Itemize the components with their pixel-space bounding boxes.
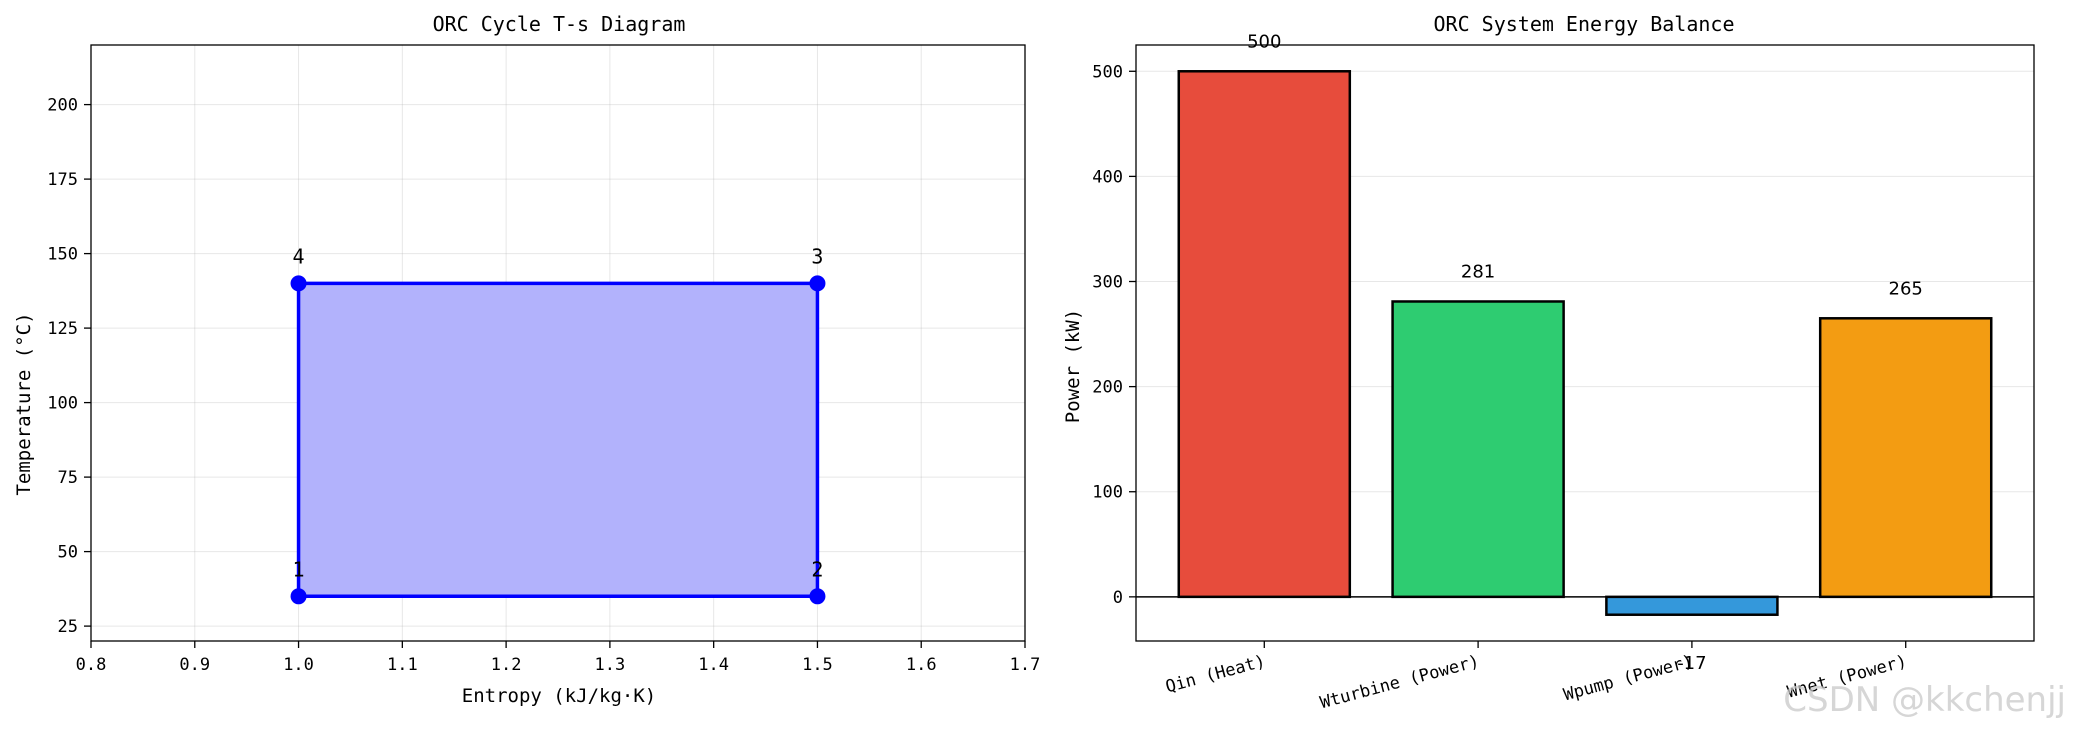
ts-x-ticks: 0.8 0.9 1.0 1.1 1.2 1.3 1.4 1.5 1.6 1.7	[76, 641, 1041, 675]
bar-value-label: -17	[1677, 653, 1706, 674]
ts-x-tick-label: 0.8	[76, 655, 107, 675]
state-points: 1 2 3 4	[290, 244, 826, 605]
bar-plot-frame	[1135, 44, 2035, 642]
ts-x-tick-label: 1.0	[283, 655, 314, 675]
bar-x-tick-label: Wpump (Power)	[1561, 652, 1695, 706]
ts-diagram: ORC Cycle T-s Diagram 1 2 3 4 0.8 0.9 1.0 1.1 1…	[13, 12, 1040, 707]
ts-y-ticks: 25 50 75 100 125 150 175 200	[47, 96, 91, 637]
bar-chart-title: ORC System Energy Balance	[1433, 12, 1734, 36]
bar-value-label: 281	[1461, 261, 1495, 282]
ts-x-axis-label: Entropy (kJ/kg·K)	[462, 685, 656, 707]
bar-3	[1818, 317, 1993, 599]
ts-x-tick-label: 1.7	[1010, 655, 1041, 675]
ts-x-tick-label: 1.3	[595, 655, 626, 675]
bar-value-label: 265	[1889, 278, 1923, 299]
bar-y-tick-label: 100	[1092, 483, 1123, 503]
cycle-area	[298, 283, 818, 597]
bar-value-label: 500	[1247, 31, 1281, 52]
ts-plot-frame	[90, 44, 1026, 642]
bar-y-ticks: 0 100 200 300 400 500	[1092, 62, 1136, 608]
state-label-1: 1	[293, 557, 305, 581]
bar-y-tick-label: 300	[1092, 273, 1123, 293]
bar-0	[1177, 70, 1352, 599]
ts-chart-title: ORC Cycle T-s Diagram	[433, 12, 686, 36]
ts-x-tick-label: 1.2	[491, 655, 522, 675]
ts-x-tick-label: 1.4	[698, 655, 729, 675]
state-point-3	[809, 275, 826, 292]
bar-y-axis-label: Power (kW)	[1062, 309, 1084, 423]
ts-y-tick-label: 200	[47, 96, 78, 116]
state-point-2	[809, 588, 826, 605]
state-label-4: 4	[293, 244, 305, 268]
ts-y-axis-label: Temperature (°C)	[13, 312, 35, 495]
state-point-4	[290, 275, 307, 292]
energy-balance-chart: ORC System Energy Balance 500 281 -17 265 Q…	[1062, 12, 2035, 714]
state-label-2: 2	[811, 557, 823, 581]
state-label-3: 3	[811, 244, 823, 268]
bar-y-tick-label: 400	[1092, 167, 1123, 187]
bar-x-tick-label: Qin (Heat)	[1164, 652, 1268, 698]
ts-x-tick-label: 1.5	[802, 655, 833, 675]
bar-y-tick-label: 200	[1092, 378, 1123, 398]
bar-x-tick-label: Wturbine (Power)	[1318, 652, 1481, 714]
ts-x-tick-label: 0.9	[179, 655, 210, 675]
bar-1	[1391, 300, 1565, 599]
bar-2	[1605, 595, 1779, 616]
ts-x-tick-label: 1.6	[906, 655, 937, 675]
ts-y-tick-label: 175	[47, 170, 78, 190]
watermark-text: CSDN @kkchenjj	[1783, 680, 2066, 720]
ts-y-tick-label: 100	[47, 394, 78, 414]
bar-value-labels: 500 281 -17 265	[1247, 31, 1923, 674]
ts-y-tick-label: 50	[58, 543, 78, 563]
bar-y-tick-label: 500	[1092, 62, 1123, 82]
bars	[1177, 70, 1993, 616]
ts-y-tick-label: 25	[58, 617, 78, 637]
state-point-1	[290, 588, 307, 605]
ts-y-tick-label: 75	[58, 468, 78, 488]
ts-y-tick-label: 150	[47, 245, 78, 265]
bar-y-tick-label: 0	[1113, 588, 1123, 608]
ts-x-tick-label: 1.1	[387, 655, 418, 675]
ts-y-tick-label: 125	[47, 319, 78, 339]
